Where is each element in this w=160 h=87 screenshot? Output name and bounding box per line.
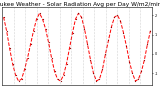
Title: Milwaukee Weather - Solar Radiation Avg per Day W/m2/minute: Milwaukee Weather - Solar Radiation Avg … — [0, 2, 160, 7]
